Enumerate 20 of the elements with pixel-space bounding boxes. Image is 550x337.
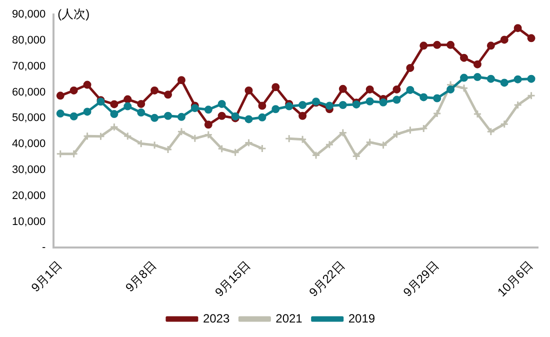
y-tick-label: 10,000 [12,216,46,228]
y-axis-title: (人次) [58,6,90,21]
legend-label: 2021 [276,311,303,326]
x-tick-label: 9月8日 [122,258,160,295]
y-tick-label: 60,000 [12,86,46,98]
legend-label: 2019 [348,311,376,326]
x-tick-label: 9月22日 [306,258,348,300]
y-tick-label: 90,000 [12,8,46,21]
y-tick-label: 30,000 [12,164,46,176]
x-tick-label: 9月29日 [400,258,442,300]
y-tick-label: 80,000 [12,34,46,47]
y-tick-label: 50,000 [12,112,46,124]
y-tick-label: 70,000 [12,60,46,72]
legend-label: 2023 [202,311,230,326]
x-tick-label: 10月6日 [494,258,536,300]
y-tick-label: - [42,242,46,254]
y-tick-label: 40,000 [12,138,46,150]
x-tick-label: 9月1日 [28,258,65,295]
x-tick-label: 9月15日 [212,258,254,300]
y-tick-label: 20,000 [12,190,46,202]
